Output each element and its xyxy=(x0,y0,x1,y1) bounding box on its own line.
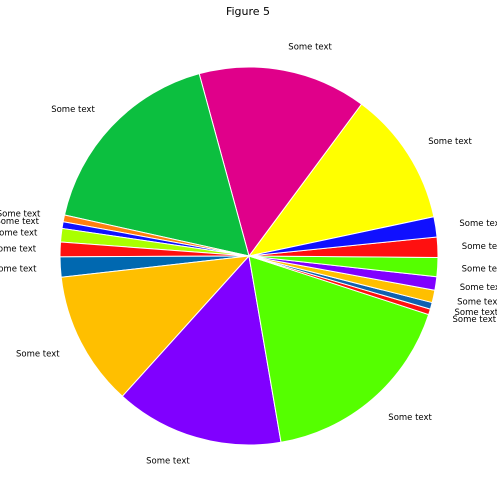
pie-slice-label-2: Some text xyxy=(288,43,332,53)
pie-slice-9 xyxy=(60,255,251,398)
pie-slice-label-5: Some text xyxy=(0,217,40,227)
pie-slice-label-9: Some text xyxy=(16,349,60,359)
pie-slice-label-14: Some text xyxy=(457,298,497,308)
pie-slice-2 xyxy=(198,66,363,258)
pie-slice-label-8: Some text xyxy=(0,265,37,275)
pie-slice-11 xyxy=(248,255,430,443)
pie-slice-label-10: Some text xyxy=(146,457,190,467)
pie-slice-18 xyxy=(248,216,438,257)
pie-slice-label-12: Some text xyxy=(453,315,497,325)
pie-slice-label-18: Some text xyxy=(459,219,497,229)
pie-slice-label-7: Some text xyxy=(0,245,37,255)
chart-title: Figure 5 xyxy=(226,5,270,18)
pie-slice-3 xyxy=(63,73,250,257)
pie-slice-label-4: Some text xyxy=(0,210,41,220)
pie-slice-label-15: Some text xyxy=(460,283,497,293)
pie-slice-label-6: Some text xyxy=(0,229,38,239)
pie-slice-label-11: Some text xyxy=(388,413,432,423)
pie-slice-label-13: Some text xyxy=(455,308,497,318)
pie-slice-10 xyxy=(121,254,282,446)
pie-slice-label-17: Some text xyxy=(462,242,497,252)
pie-slice-1 xyxy=(247,103,435,257)
pie-slices xyxy=(59,66,439,446)
pie-slice-label-3: Some text xyxy=(51,105,95,115)
pie-slice-label-1: Some text xyxy=(428,137,472,147)
pie-slice-label-16: Some text xyxy=(462,265,497,275)
